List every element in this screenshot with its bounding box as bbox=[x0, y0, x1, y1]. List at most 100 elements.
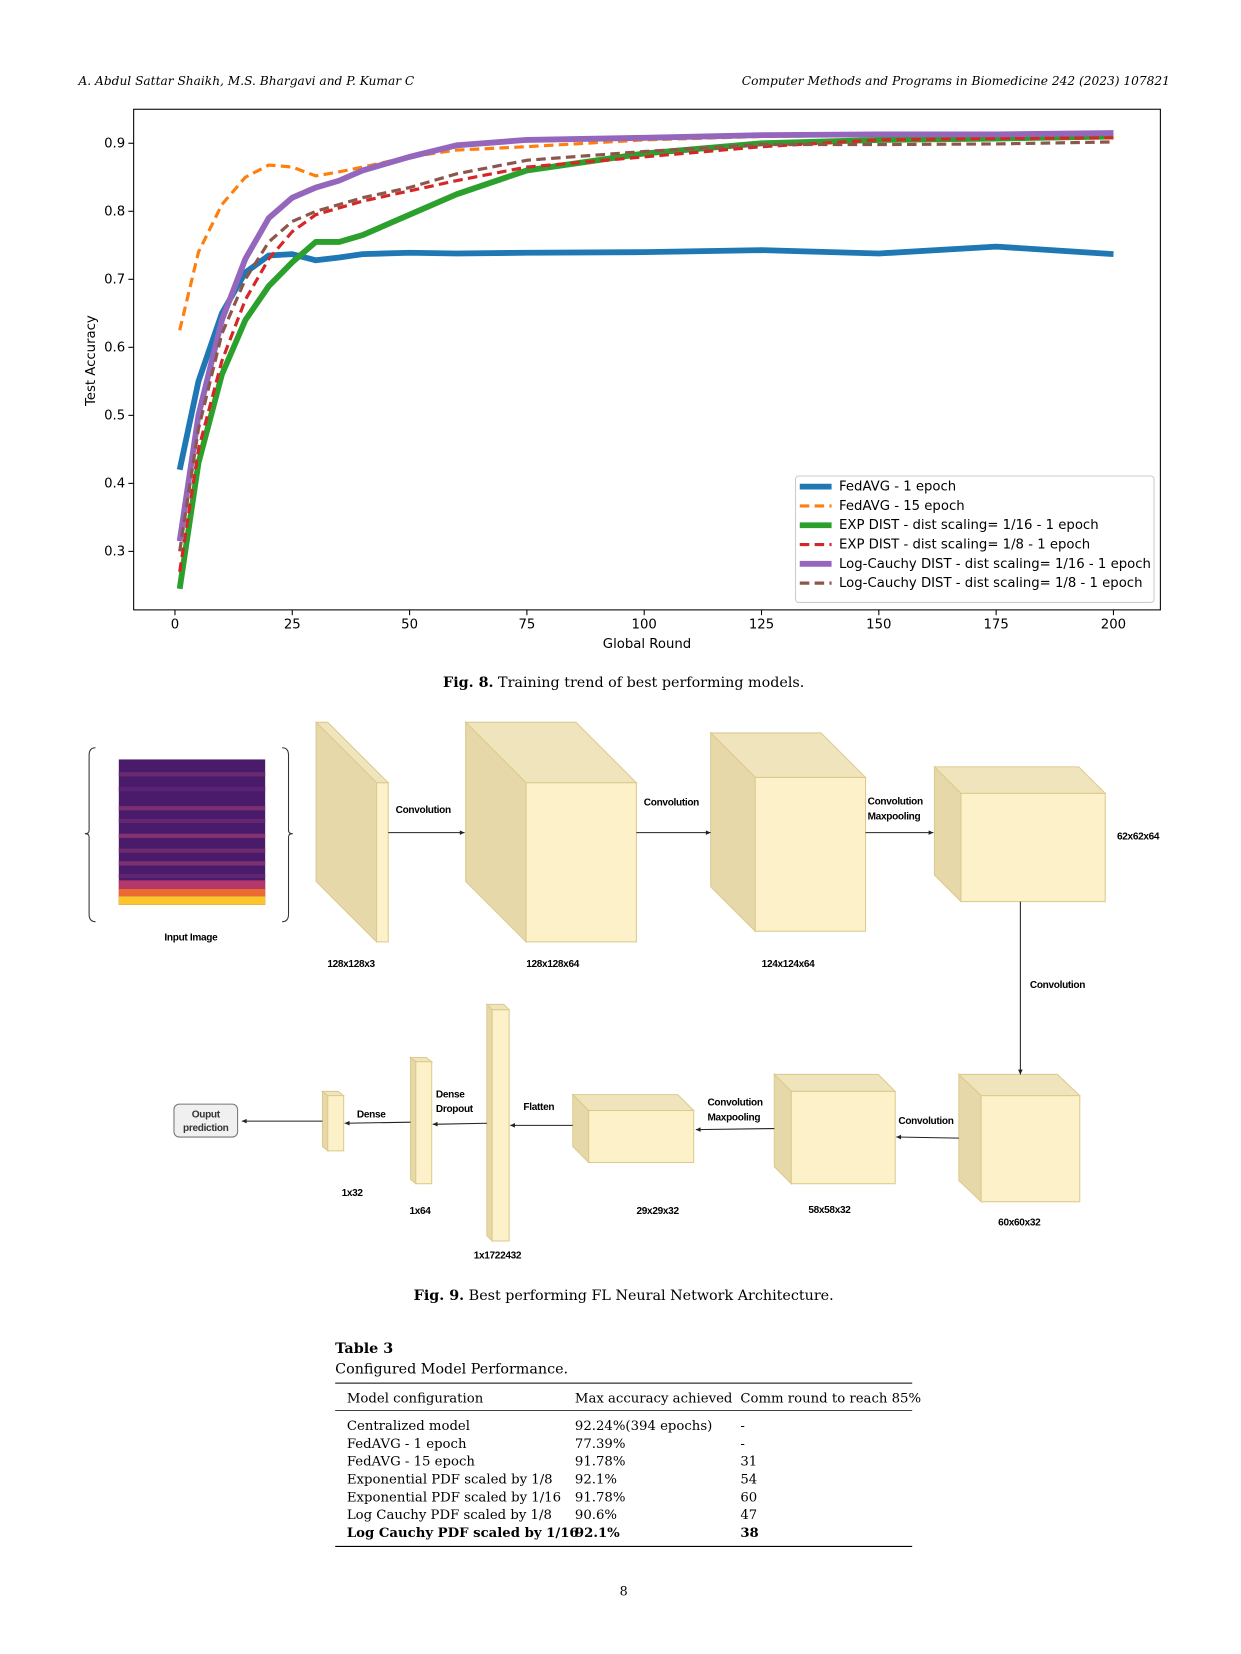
diagram-label: prediction bbox=[183, 1123, 229, 1134]
diagram-label: Flatten bbox=[523, 1102, 554, 1113]
diagram-label: 128x128x3 bbox=[327, 959, 375, 970]
series-line bbox=[178, 140, 1114, 552]
diagram-labels: Input Image 128x128x3 Convolution 128x128x6… bbox=[164, 797, 1160, 1262]
diagram-label: Convolution bbox=[644, 798, 699, 809]
layers bbox=[314, 721, 1107, 1243]
table-cell: 92.1% bbox=[575, 1473, 617, 1488]
table-cell: 91.78% bbox=[575, 1455, 626, 1470]
table-caption: Configured Model Performance. bbox=[335, 1361, 568, 1377]
heatmap-band bbox=[118, 873, 266, 879]
layer-front bbox=[327, 1095, 345, 1152]
heatmap-band bbox=[118, 888, 266, 897]
series-line bbox=[176, 130, 1114, 542]
diagram-label: Input Image bbox=[164, 932, 218, 943]
caption-label: Fig. 9. bbox=[414, 1288, 464, 1304]
caption-text: Training trend of best performing models… bbox=[498, 675, 804, 691]
arrow-head bbox=[459, 830, 465, 835]
diagram-label: Ouput bbox=[192, 1109, 221, 1120]
arrow-head bbox=[1018, 1069, 1023, 1075]
diagram-label: 1x32 bbox=[342, 1188, 364, 1199]
arrow-head bbox=[928, 830, 934, 835]
layer-front bbox=[525, 782, 637, 943]
table-cell: Log Cauchy PDF scaled by 1/16 bbox=[347, 1526, 579, 1541]
y-tick-label: 0.6 bbox=[104, 340, 125, 355]
diagram-label: Convolution bbox=[898, 1116, 953, 1127]
table-cell: 60 bbox=[740, 1490, 757, 1505]
arrow-line bbox=[344, 1121, 411, 1124]
table-cell: 47 bbox=[740, 1508, 757, 1523]
x-tick-label: 100 bbox=[632, 618, 657, 633]
table-header: Max accuracy achieved bbox=[575, 1392, 733, 1407]
layer-front bbox=[588, 1109, 695, 1164]
table-cell: 77.39% bbox=[575, 1437, 626, 1452]
diagram-label: 58x58x32 bbox=[808, 1205, 851, 1216]
diagram-label: Convolution bbox=[868, 797, 923, 808]
legend-label: FedAVG - 15 epoch bbox=[839, 499, 965, 514]
heatmap-band bbox=[118, 772, 266, 777]
legend-label: Log-Cauchy DIST - dist scaling= 1/16 - 1… bbox=[839, 557, 1151, 572]
table-cell: 90.6% bbox=[575, 1508, 617, 1523]
diagram-label: 29x29x32 bbox=[637, 1206, 680, 1217]
heatmap-band bbox=[118, 787, 266, 792]
table-cell: Log Cauchy PDF scaled by 1/8 bbox=[347, 1508, 552, 1523]
arrow-head bbox=[344, 1120, 350, 1126]
diagram-label: 1x64 bbox=[409, 1206, 431, 1217]
arrow-head bbox=[695, 1127, 701, 1132]
arrow-head bbox=[896, 1134, 902, 1140]
diagram-label: 1x1722432 bbox=[474, 1250, 522, 1261]
diagram-label: 62x62x64 bbox=[1117, 832, 1160, 843]
diagram-label: Convolution bbox=[396, 805, 451, 816]
layer-front bbox=[960, 792, 1106, 903]
caption-text: Best performing FL Neural Network Archit… bbox=[469, 1288, 834, 1304]
x-tick-label: 0 bbox=[171, 618, 179, 633]
diagram-label: 124x124x64 bbox=[762, 959, 816, 970]
x-tick-label: 25 bbox=[284, 618, 301, 633]
x-tick-label: 75 bbox=[518, 618, 535, 633]
arrow-head bbox=[241, 1118, 247, 1124]
diagram-label: Dense bbox=[357, 1109, 386, 1120]
table-cell: - bbox=[740, 1437, 744, 1452]
table-cell: 31 bbox=[740, 1455, 757, 1470]
heatmap-band bbox=[118, 861, 266, 866]
legend-label: FedAVG - 1 epoch bbox=[839, 480, 956, 495]
heatmap-band bbox=[118, 833, 266, 838]
layer-front bbox=[415, 1061, 433, 1185]
diagram-label: Convolution bbox=[707, 1098, 762, 1109]
y-tick-label: 0.8 bbox=[104, 204, 125, 219]
layer-top bbox=[773, 1073, 897, 1092]
table-cell: Exponential PDF scaled by 1/16 bbox=[347, 1490, 561, 1505]
x-tick-label: 50 bbox=[401, 618, 418, 633]
y-axis-label: Test Accuracy bbox=[84, 315, 99, 407]
heatmap-band bbox=[118, 880, 266, 889]
diagram-label: Convolution bbox=[1030, 980, 1085, 991]
layer-front bbox=[376, 782, 389, 943]
table-header: Comm round to reach 85% bbox=[740, 1392, 921, 1407]
y-tick-label: 0.9 bbox=[104, 136, 125, 151]
layer-front bbox=[790, 1090, 896, 1185]
caption-label: Fig. 8. bbox=[443, 675, 493, 691]
x-tick-label: 200 bbox=[1101, 618, 1126, 633]
table-cell: 92.24%(394 epochs) bbox=[575, 1419, 712, 1434]
diagram-label: Maxpooling bbox=[868, 811, 921, 822]
plot-frame bbox=[133, 108, 1161, 611]
figure-9-diagram: Input Image 128x128x3 Convolution 128x128x6… bbox=[84, 721, 1160, 1262]
y-tick-label: 0.7 bbox=[104, 272, 125, 287]
diagram-label: 128x128x64 bbox=[526, 959, 580, 970]
layer-front bbox=[980, 1095, 1081, 1203]
table-cell: 92.1% bbox=[575, 1526, 620, 1541]
diagram-label: 60x60x32 bbox=[998, 1218, 1041, 1229]
legend-label: EXP DIST - dist scaling= 1/16 - 1 epoch bbox=[839, 518, 1099, 533]
arrows bbox=[241, 830, 1023, 1140]
series-line bbox=[176, 133, 1114, 590]
arrow-line bbox=[896, 1136, 959, 1139]
figure-8-caption: Fig. 8. Training trend of best performin… bbox=[443, 675, 804, 691]
diagram-label: Dropout bbox=[436, 1104, 474, 1115]
y-tick-label: 0.3 bbox=[104, 544, 125, 559]
x-tick-label: 150 bbox=[866, 618, 891, 633]
table-cell: Centralized model bbox=[347, 1419, 470, 1434]
figure-9-caption: Fig. 9. Best performing FL Neural Networ… bbox=[414, 1288, 834, 1304]
diagram-label: Maxpooling bbox=[707, 1113, 760, 1124]
layer-side bbox=[409, 1056, 417, 1185]
table-header: Model configuration bbox=[347, 1392, 484, 1407]
arrow-head bbox=[510, 1123, 515, 1128]
